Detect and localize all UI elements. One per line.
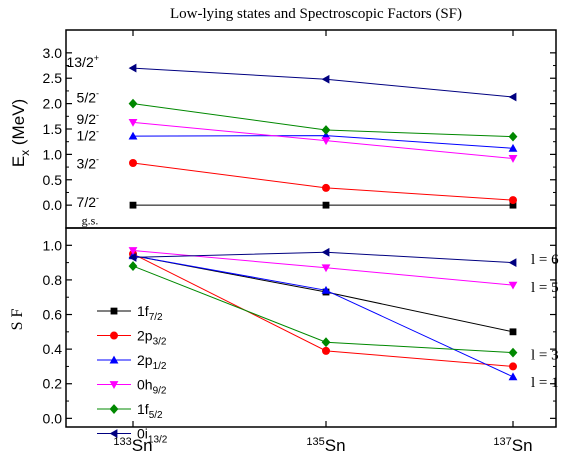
data-point — [508, 155, 518, 163]
data-point — [509, 328, 517, 336]
data-point — [128, 63, 137, 73]
x-tick-label: 135Sn — [306, 436, 345, 455]
y-tick-label: 0.5 — [43, 172, 63, 188]
state-label: 7/2- — [77, 193, 99, 210]
state-label: 5/2- — [77, 89, 99, 106]
series-line-3 — [132, 121, 514, 159]
y-tick-label: 0.8 — [43, 272, 63, 288]
data-point — [508, 372, 518, 381]
data-point — [509, 362, 517, 371]
data-point — [508, 281, 518, 290]
y-tick-label: 2.5 — [43, 70, 63, 86]
data-point — [322, 346, 330, 355]
legend-marker — [109, 381, 119, 389]
data-point — [321, 264, 331, 273]
ground-state-label: g.s. — [82, 213, 99, 227]
x-tick-label: 133Sn — [113, 436, 152, 455]
legend-entry: 1f7/2 — [137, 303, 163, 323]
data-point — [508, 143, 518, 152]
data-point — [508, 347, 518, 358]
data-point — [321, 131, 331, 139]
x-axis: 133Sn 135Sn 137Sn — [113, 30, 533, 455]
y-tick-label: 0.0 — [43, 197, 63, 213]
legend-marker — [110, 307, 118, 315]
y-tick-label: 0.2 — [43, 376, 63, 392]
data-point — [128, 119, 138, 127]
data-point — [321, 247, 330, 257]
y-tick-label: 1.5 — [43, 121, 63, 137]
l-label: l = 5 — [531, 280, 559, 296]
data-point — [322, 201, 330, 209]
data-point — [129, 159, 137, 168]
data-point — [322, 183, 330, 192]
data-point — [509, 201, 517, 209]
l-label: l = 6 — [531, 252, 559, 268]
legend-marker — [110, 331, 118, 340]
y-tick-label: 1.0 — [43, 237, 63, 253]
y-axis-label: S F — [9, 309, 26, 331]
data-point — [128, 131, 138, 140]
legend-entry: 0h9/2 — [137, 377, 167, 397]
sf-panel: 0.0 0.2 0.4 0.6 0.8 1.0 S F l = 6 l = 5 l = 3 l = … — [9, 227, 559, 446]
l-label: l = 1 — [531, 375, 559, 391]
data-point — [321, 137, 331, 146]
legend-entry: 1f5/2 — [137, 401, 163, 421]
state-label: 9/2- — [77, 110, 99, 127]
legend-marker — [109, 404, 119, 414]
data-point — [321, 337, 331, 348]
data-point — [128, 261, 138, 271]
data-point — [321, 285, 331, 294]
legend-entry: 2p1/2 — [137, 352, 167, 372]
state-label: 1/2- — [77, 127, 99, 144]
y-tick-label: 0.0 — [43, 410, 63, 426]
y-tick-label: 3.0 — [43, 45, 63, 61]
x-tick-label: 137Sn — [493, 436, 532, 455]
state-label: 13/2+ — [66, 53, 99, 70]
sf-plot-frame — [65, 227, 557, 428]
l-label: l = 3 — [531, 347, 559, 363]
y-tick-label: 0.4 — [43, 341, 63, 357]
data-point — [508, 131, 518, 142]
legend-entry: 2p3/2 — [137, 328, 167, 348]
legend-entry: 0i13/2 — [137, 426, 168, 446]
legend-marker — [109, 429, 118, 438]
y-tick-label: 0.6 — [43, 307, 63, 323]
series-line-4 — [132, 103, 514, 138]
data-point — [508, 92, 517, 102]
series-line-5 — [132, 251, 514, 264]
y-axis-label: Ex (MeV) — [9, 99, 32, 167]
data-point — [128, 247, 138, 255]
data-point — [508, 258, 517, 268]
legend-marker — [109, 355, 119, 364]
energy-panel: 0.0 0.5 1.0 1.5 2.0 2.5 3.0 Ex (MeV) 13/2+ 5/2- 9/… — [9, 29, 557, 229]
series-line-4 — [132, 265, 514, 354]
chart-title: Low-lying states and Spectroscopic Facto… — [170, 6, 462, 22]
y-tick-label: 1.0 — [43, 146, 63, 162]
data-point — [128, 253, 137, 262]
data-point — [321, 74, 330, 84]
data-point — [128, 98, 138, 109]
series-line-2 — [132, 255, 514, 378]
series-line-5 — [132, 67, 514, 98]
data-point — [321, 125, 331, 135]
series-line-1 — [132, 162, 514, 201]
data-point — [129, 201, 137, 209]
state-label: 3/2- — [77, 155, 99, 172]
y-tick-label: 2.0 — [43, 96, 63, 112]
data-point — [509, 196, 517, 205]
